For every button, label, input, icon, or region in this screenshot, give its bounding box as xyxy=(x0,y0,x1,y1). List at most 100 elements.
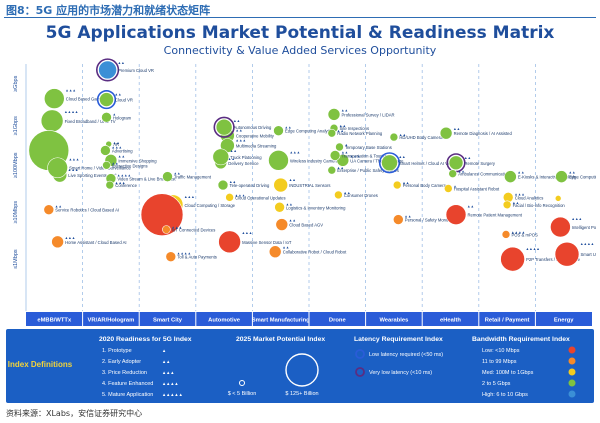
readiness-marker: ▲▲ xyxy=(118,154,125,158)
bandwidth-item: 11 to 99 Mbps xyxy=(482,359,517,365)
readiness-marker: ▲▲ xyxy=(115,93,122,97)
bubble-label: Remote Surgery xyxy=(465,161,496,166)
bubble-label: Cloud Based Gaming xyxy=(66,97,106,102)
data-bubble xyxy=(218,230,241,254)
bubble-label: Consumer Drones xyxy=(344,193,378,198)
readiness-marker: ▲▲ xyxy=(282,246,289,250)
readiness-marker: ▲▲▲▲ xyxy=(117,174,131,178)
readiness-marker: ▲▲▲▲ xyxy=(511,230,525,234)
bubble-label: Tele-operated Driving xyxy=(230,183,270,188)
latency-legend-ring xyxy=(355,349,365,359)
bubble-label: Site Inspections xyxy=(340,126,370,131)
latency-item: Very low latency (<10 ms) xyxy=(369,370,432,376)
data-bubble xyxy=(381,154,398,172)
data-bubble xyxy=(47,157,68,179)
bandwidth-item: Low: <10 Mbps xyxy=(482,348,520,354)
readiness-marker: ▲▲ xyxy=(399,155,406,159)
readiness-marker: ▲▲ xyxy=(569,171,576,175)
bubble-label: Interactive Designs xyxy=(112,163,148,168)
readiness-marker: ▲▲ xyxy=(404,215,411,219)
data-bubble xyxy=(162,171,173,182)
readiness-marker: ▲▲▲ xyxy=(65,89,76,93)
readiness-marker: ▲▲▲ xyxy=(571,217,582,221)
bubble-label: IoT Connected Devices xyxy=(172,227,215,232)
data-bubble xyxy=(504,170,517,183)
latency-ring xyxy=(378,152,401,174)
latency-title: Latency Requirement Index xyxy=(354,336,443,343)
data-bubble xyxy=(502,200,512,210)
readiness-marker: ▲▲▲ xyxy=(235,139,246,143)
readiness-marker: ▲▲ xyxy=(343,191,350,195)
readiness-marker: ▲▲ xyxy=(113,141,120,145)
readiness-marker: ▲▲ xyxy=(112,161,119,165)
chart-panel: 5G Applications Market Potential & Readi… xyxy=(4,19,596,405)
data-bubble xyxy=(100,145,111,156)
market-small-label: $ < 5 Billion xyxy=(228,391,257,397)
data-bubble xyxy=(445,204,467,225)
y-tick-label: ≤1Mbps xyxy=(13,249,19,269)
readiness-marker: ▲▲▲ xyxy=(68,168,79,172)
data-bubble xyxy=(274,201,285,213)
readiness-marker: ▲▲▲ xyxy=(69,158,80,162)
bubble-label: Advertising xyxy=(112,148,133,153)
data-bubble xyxy=(275,218,289,231)
y-tick-label: ≥100Mbps xyxy=(13,152,19,178)
data-bubble xyxy=(439,126,453,140)
readiness-item: 4. Feature Enhanced xyxy=(102,381,153,387)
readiness-marker: ▲▲ xyxy=(517,171,524,175)
bandwidth-item: Med: 100M to 1Gbps xyxy=(482,370,534,376)
bandwidth-swatch xyxy=(568,368,576,376)
data-bubble xyxy=(212,148,230,166)
readiness-marker: ▲ xyxy=(113,112,117,116)
data-bubble xyxy=(448,169,458,178)
readiness-title: 2020 Readiness for 5G Index xyxy=(99,336,192,343)
bubble-label: Video Stream & Live Broadcast xyxy=(117,177,176,182)
bubble-label: Live Sporting Events 360° xyxy=(68,173,117,178)
bubble-label: Delivery Service xyxy=(228,161,259,166)
data-bubble xyxy=(268,245,282,259)
readiness-marker: ▲▲▲ xyxy=(242,231,253,235)
category-label: eHealth xyxy=(440,318,461,324)
readiness-marker: ▲▲▲ xyxy=(184,195,195,199)
category-label: eMBB/WTTx xyxy=(37,318,72,324)
bubble-label: Truck Platooning xyxy=(230,155,262,160)
bubble-label: Service Robotics / Cloud Based AI xyxy=(55,208,119,213)
data-bubble xyxy=(392,180,402,190)
bubble-label: E-Kiosks & Interactive Displays xyxy=(518,175,576,180)
bubble-label: Enterprise / Public Safety Drones xyxy=(337,168,399,173)
bubble-label: Smart Utility Meters xyxy=(581,252,597,257)
readiness-marker: ▲▲ xyxy=(55,205,62,209)
data-bubble xyxy=(225,193,234,202)
data-bubble xyxy=(215,118,233,136)
legend-panel xyxy=(6,329,594,403)
bubble-label: POS & mPOS xyxy=(512,232,539,237)
source-note: 资料来源：XLabs，安信证券研究中心 xyxy=(6,409,143,418)
bubble-label: Home Assistant / Cloud Based AI xyxy=(65,240,126,245)
bubble-label: Hologram xyxy=(113,115,132,120)
category-label: Wearables xyxy=(379,318,408,324)
data-bubble xyxy=(392,214,404,225)
bubble-label: Ambulance Communication xyxy=(458,172,510,177)
bubble-label: Hospital Assistant Robot xyxy=(454,186,500,191)
market-large-circle xyxy=(285,353,319,387)
data-bubble xyxy=(335,142,344,152)
bubble-label: Fixed Broadband / UHD TV xyxy=(65,119,116,124)
bubble-label: Cooperative Mobility xyxy=(236,134,275,139)
chart-title: 5G Applications Market Potential & Readi… xyxy=(45,23,555,43)
data-bubble xyxy=(51,235,64,249)
latency-ring xyxy=(213,116,235,138)
bandwidth-title: Bandwidth Requirement Index xyxy=(472,336,570,343)
readiness-marker: ▲▲ xyxy=(402,181,409,185)
bubble-label: Edge Computing Analytics xyxy=(569,175,596,180)
data-bubble xyxy=(327,165,337,175)
bandwidth-swatch xyxy=(568,357,576,365)
readiness-marker: ▲▲▲ xyxy=(290,150,301,154)
readiness-marker: ▲▲ xyxy=(341,150,348,154)
bubble-label: Massive Sensor Data / IoT xyxy=(242,240,292,245)
bubble-label: Wireless Industry Camera xyxy=(290,158,339,163)
readiness-marker: ▲▲▲▲ xyxy=(64,110,78,114)
category-label: VR/AR/Hologram xyxy=(88,318,135,324)
readiness-marker: ▲▲ xyxy=(235,129,242,133)
bubble-label: Logistics & Inventory Monitoring xyxy=(286,205,346,210)
bubble-label: Radio Network Planning xyxy=(337,131,383,136)
